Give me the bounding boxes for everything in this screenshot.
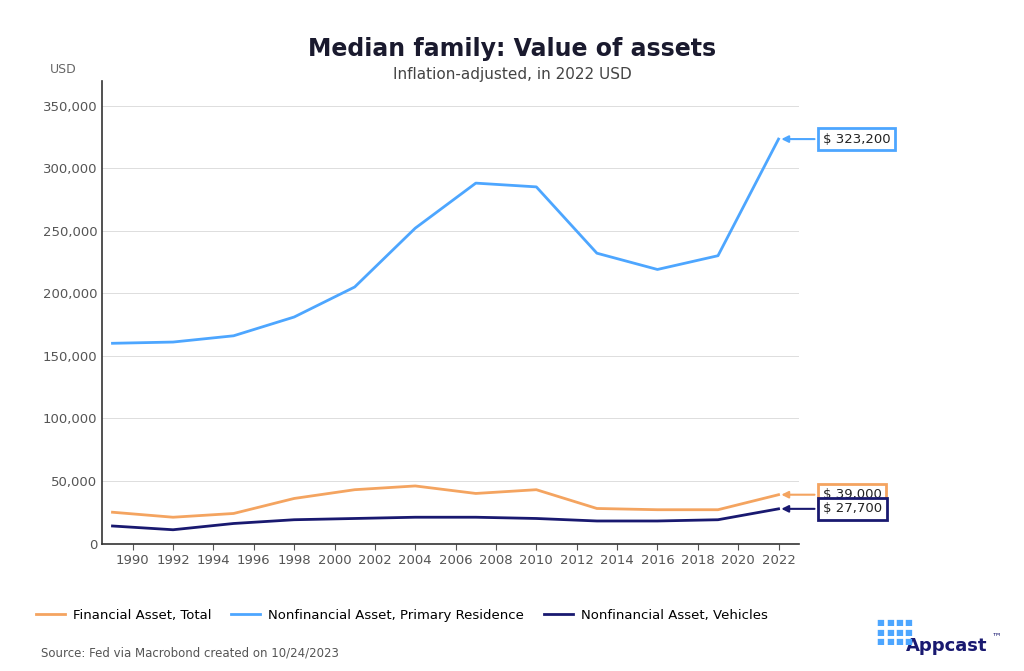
Financial Asset, Total [106, 508, 119, 516]
Line: Financial Asset, Total: Financial Asset, Total [113, 486, 778, 517]
Text: USD: USD [50, 63, 77, 76]
Nonfinancial Asset, Vehicles [712, 516, 724, 524]
Text: $ 27,700: $ 27,700 [783, 503, 882, 515]
Nonfinancial Asset, Vehicles [288, 516, 300, 524]
Financial Asset, Total [772, 491, 784, 499]
Nonfinancial Asset, Primary Residence [651, 266, 664, 274]
Financial Asset, Total [712, 506, 724, 514]
Nonfinancial Asset, Vehicles [410, 513, 422, 521]
Financial Asset, Total [591, 505, 603, 513]
Text: Appcast: Appcast [906, 637, 988, 654]
Text: ™: ™ [991, 631, 1001, 641]
Text: ■: ■ [886, 637, 894, 646]
Text: ■: ■ [886, 618, 894, 627]
Text: ■: ■ [886, 627, 894, 637]
Text: $ 323,200: $ 323,200 [783, 133, 891, 146]
Text: ■: ■ [904, 618, 912, 627]
Nonfinancial Asset, Primary Residence [470, 179, 482, 187]
Nonfinancial Asset, Vehicles [591, 517, 603, 525]
Legend: Financial Asset, Total, Nonfinancial Asset, Primary Residence, Nonfinancial Asse: Financial Asset, Total, Nonfinancial Ass… [31, 603, 773, 627]
Financial Asset, Total [288, 495, 300, 503]
Text: ■: ■ [895, 637, 903, 646]
Nonfinancial Asset, Primary Residence [106, 340, 119, 348]
Nonfinancial Asset, Primary Residence [410, 224, 422, 232]
Nonfinancial Asset, Vehicles [470, 513, 482, 521]
Nonfinancial Asset, Vehicles [348, 515, 360, 523]
Nonfinancial Asset, Primary Residence [227, 331, 240, 340]
Text: $ 39,000: $ 39,000 [783, 488, 882, 501]
Nonfinancial Asset, Primary Residence [772, 135, 784, 143]
Nonfinancial Asset, Primary Residence [530, 183, 543, 191]
Financial Asset, Total [470, 489, 482, 497]
Financial Asset, Total [530, 486, 543, 494]
Text: Inflation-adjusted, in 2022 USD: Inflation-adjusted, in 2022 USD [392, 67, 632, 82]
Financial Asset, Total [167, 513, 179, 521]
Text: ■: ■ [895, 627, 903, 637]
Financial Asset, Total [348, 486, 360, 494]
Nonfinancial Asset, Vehicles [651, 517, 664, 525]
Nonfinancial Asset, Primary Residence [712, 252, 724, 260]
Financial Asset, Total [651, 506, 664, 514]
Text: ■: ■ [904, 637, 912, 646]
Line: Nonfinancial Asset, Primary Residence: Nonfinancial Asset, Primary Residence [113, 139, 778, 344]
Nonfinancial Asset, Vehicles [106, 522, 119, 530]
Text: ■: ■ [904, 627, 912, 637]
Text: ■: ■ [877, 618, 885, 627]
Nonfinancial Asset, Primary Residence [348, 283, 360, 291]
Line: Nonfinancial Asset, Vehicles: Nonfinancial Asset, Vehicles [113, 509, 778, 529]
Nonfinancial Asset, Vehicles [530, 515, 543, 523]
Nonfinancial Asset, Primary Residence [591, 249, 603, 257]
Nonfinancial Asset, Vehicles [167, 525, 179, 533]
Text: ■: ■ [895, 618, 903, 627]
Financial Asset, Total [410, 482, 422, 490]
Text: ■: ■ [877, 627, 885, 637]
Financial Asset, Total [227, 509, 240, 517]
Nonfinancial Asset, Vehicles [227, 519, 240, 527]
Text: ■: ■ [877, 637, 885, 646]
Text: Source: Fed via Macrobond created on 10/24/2023: Source: Fed via Macrobond created on 10/… [41, 646, 339, 659]
Nonfinancial Asset, Primary Residence [288, 313, 300, 321]
Nonfinancial Asset, Primary Residence [167, 338, 179, 346]
Nonfinancial Asset, Vehicles [772, 505, 784, 513]
Text: Median family: Value of assets: Median family: Value of assets [308, 37, 716, 61]
